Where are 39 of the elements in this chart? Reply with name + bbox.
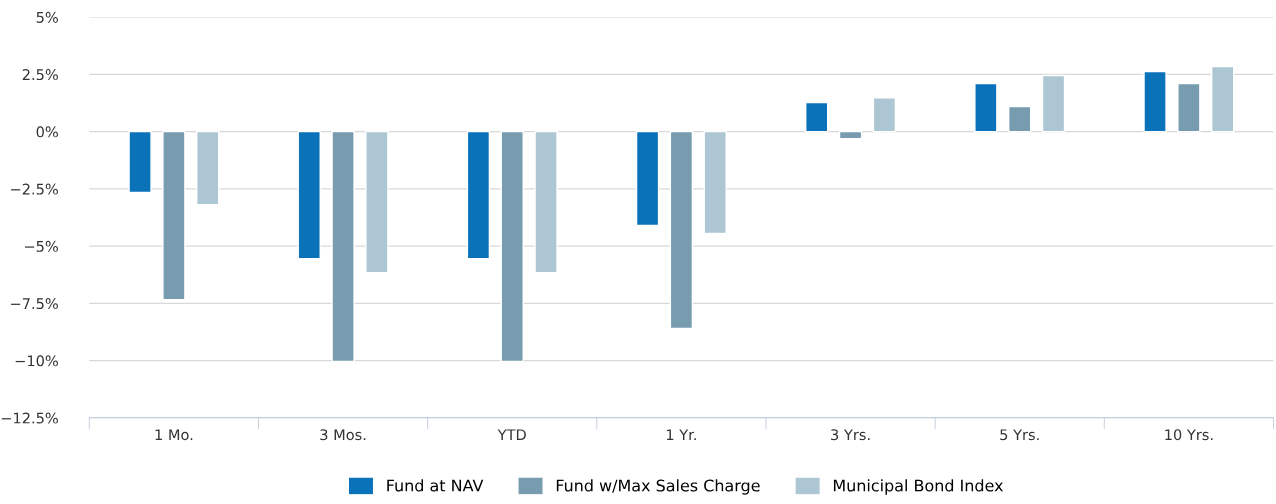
bar bbox=[534, 130, 558, 274]
x-tick-label: YTD bbox=[497, 429, 526, 441]
y-tick-label: 2.5% bbox=[22, 69, 58, 81]
bar bbox=[297, 130, 321, 260]
bar bbox=[1143, 70, 1167, 133]
bar bbox=[1177, 82, 1201, 133]
bar bbox=[196, 130, 220, 206]
legend-label: Fund at NAV bbox=[387, 479, 484, 492]
bar bbox=[805, 101, 829, 133]
y-tick-label: −2.5% bbox=[11, 183, 58, 195]
x-tick-label: 1 Yr. bbox=[666, 429, 696, 441]
bar bbox=[872, 97, 897, 133]
y-tick-label: −12.5% bbox=[1, 412, 58, 424]
bar bbox=[500, 130, 524, 363]
bar bbox=[128, 130, 152, 194]
x-tick-label: 5 Yrs. bbox=[1000, 429, 1039, 441]
bar bbox=[635, 130, 660, 227]
y-tick-label: −7.5% bbox=[11, 298, 58, 310]
bar bbox=[838, 130, 863, 140]
bar bbox=[1041, 74, 1066, 133]
bar bbox=[669, 130, 694, 330]
bar bbox=[162, 130, 186, 301]
legend-label: Fund w/Max Sales Charge bbox=[556, 479, 760, 495]
x-tick-label: 1 Mo. bbox=[155, 429, 193, 441]
bar bbox=[331, 130, 355, 363]
bar bbox=[703, 130, 727, 235]
bar bbox=[466, 130, 491, 260]
y-tick-label: 5% bbox=[36, 11, 58, 23]
bar bbox=[1008, 105, 1032, 133]
bar bbox=[365, 130, 389, 274]
legend-label: Municipal Bond Index bbox=[833, 479, 1004, 495]
x-tick-label: 10 Yrs. bbox=[1165, 429, 1213, 441]
bar bbox=[1211, 65, 1235, 133]
x-tick-label: 3 Mos. bbox=[320, 429, 366, 441]
y-tick-label: 0% bbox=[36, 126, 58, 138]
y-tick-label: −5% bbox=[24, 240, 58, 252]
bar bbox=[974, 82, 998, 133]
y-tick-label: −10% bbox=[15, 355, 58, 367]
x-tick-label: 3 Yrs. bbox=[831, 429, 870, 441]
